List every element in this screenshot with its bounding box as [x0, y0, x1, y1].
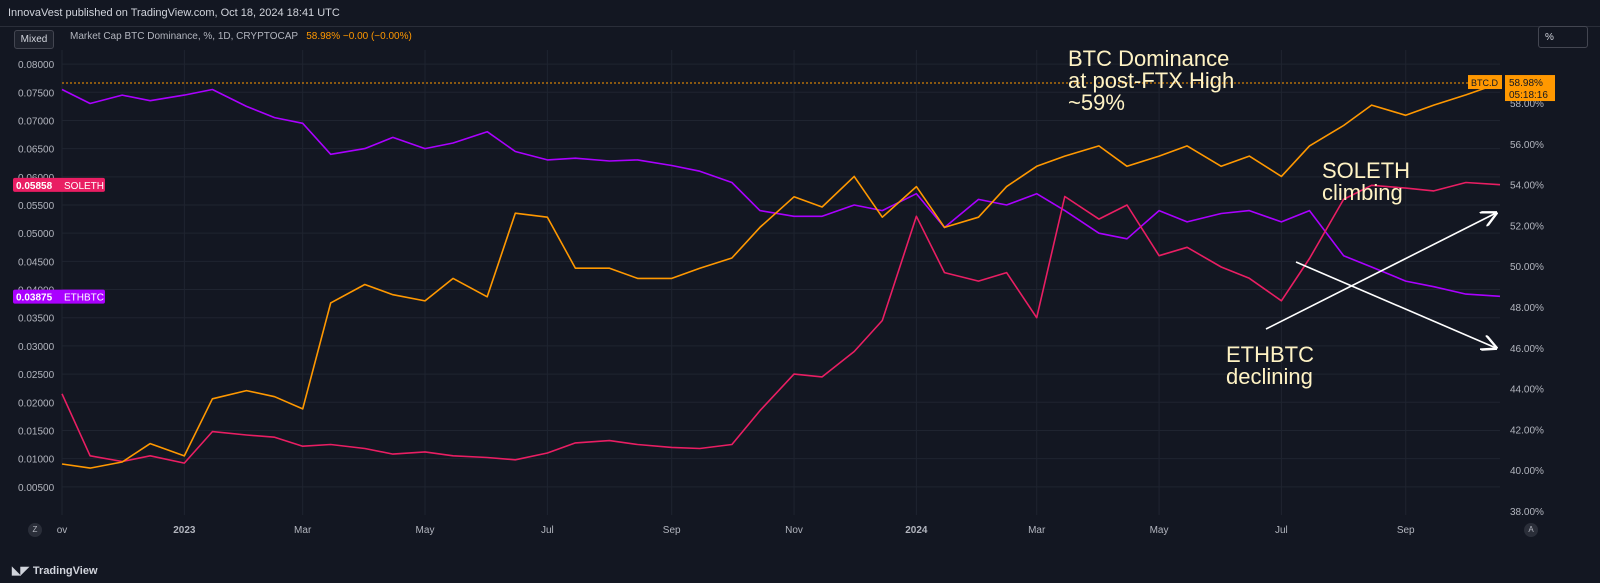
right-tick-label: 58.00% [1510, 99, 1544, 110]
left-tick-label: 0.04500 [18, 257, 55, 268]
annotation-text: ETHBTC declining [1226, 342, 1314, 389]
mixed-scale-button[interactable]: Mixed [14, 30, 54, 49]
left-tick-label: 0.07000 [18, 116, 55, 127]
badge-ethbtc [13, 289, 105, 304]
x-tick-label: 2023 [173, 525, 196, 536]
publish-header: InnovaVest published on TradingView.com,… [0, 0, 1600, 26]
brand-label: TradingView [32, 565, 98, 577]
price-badges: 0.03875 ETHBTC 0.05858 SOLETH BTC.D 58.98%05:… [13, 75, 1555, 304]
right-tick-label: 44.00% [1510, 385, 1544, 396]
auto-scale-toggle[interactable]: A [1524, 523, 1538, 537]
annotations: BTC Dominance at post-FTX High ~59% SOLETH c… [1068, 46, 1410, 389]
badge-btcd-value [1505, 75, 1555, 102]
series-line-btc-d [61, 82, 1501, 469]
badge-btcd-name [1468, 75, 1502, 90]
x-tick-label: May [1150, 525, 1169, 536]
x-tick-label: Sep [1397, 525, 1415, 536]
series-lines [61, 82, 1501, 469]
right-tick-label: 56.00% [1510, 140, 1544, 151]
right-tick-label: 40.00% [1510, 466, 1544, 477]
publish-line: InnovaVest published on TradingView.com,… [8, 7, 340, 19]
badge-soleth [13, 177, 105, 192]
left-tick-label: 0.02000 [18, 398, 55, 409]
x-tick-label: ov [57, 525, 68, 536]
x-tick-label: Mar [1028, 525, 1046, 536]
soleth-arrow [1265, 213, 1496, 330]
right-axis-ticks: 58.00% 56.00% 54.00% 52.00% 50.00% 48.00% 46.0… [1510, 99, 1544, 518]
right-tick-label: 42.00% [1510, 425, 1544, 436]
x-tick-label: May [416, 525, 435, 536]
footer-bar: ◣◤ TradingView [0, 558, 1600, 583]
badge-name-btcd: BTC.D [1471, 78, 1499, 88]
symbol-name: Market Cap BTC Dominance, %, 1D, CRYPTOC… [70, 31, 298, 42]
left-axis-ticks: 0.080000.075000.070000.065000.060000.055… [18, 60, 55, 494]
badge-name-ethbtc: ETHBTC [64, 293, 104, 304]
x-axis-ticks: ov 2023 Mar May Jul Sep Nov 2024 Mar May Jul Sep [57, 525, 1415, 536]
right-tick-label: 50.00% [1510, 262, 1544, 273]
tradingview-logo[interactable]: ◣◤ TradingView [12, 564, 98, 577]
left-tick-label: 0.03000 [18, 342, 55, 353]
right-tick-label: 54.00% [1510, 181, 1544, 192]
left-tick-label: 0.01000 [18, 455, 55, 466]
left-tick-label: 0.01500 [18, 426, 55, 437]
percent-scale-button[interactable]: % [1538, 26, 1588, 48]
series-line-soleth [61, 181, 1501, 464]
series-line-ethbtc [61, 88, 1501, 298]
left-tick-label: 0.03500 [18, 314, 55, 325]
x-tick-label: Jul [541, 525, 554, 536]
x-tick-label: Jul [1275, 525, 1288, 536]
right-tick-label: 52.00% [1510, 221, 1544, 232]
left-tick-label: 0.02500 [18, 370, 55, 381]
tradingview-icon: ◣◤ [12, 565, 29, 577]
right-tick-label: 48.00% [1510, 303, 1544, 314]
right-tick-label: 38.00% [1510, 507, 1544, 518]
left-tick-label: 0.05500 [18, 201, 55, 212]
symbol-legend: Market Cap BTC Dominance, %, 1D, CRYPTOC… [70, 31, 412, 42]
grid-lines [61, 50, 1500, 515]
badge-value-soleth: 0.05858 [16, 181, 53, 192]
annotation-text: SOLETH climbing [1322, 158, 1410, 205]
left-tick-label: 0.06500 [18, 145, 55, 156]
badge-name-soleth: SOLETH [64, 181, 104, 192]
annotation-text: BTC Dominance at post-FTX High ~59% [1068, 46, 1234, 115]
badge-value-ethbtc: 0.03875 [16, 293, 53, 304]
badge-value-btcd: 58.98% [1509, 78, 1543, 89]
left-tick-label: 0.00500 [18, 483, 55, 494]
symbol-value: 58.98% −0.00 (−0.00%) [306, 31, 412, 42]
x-tick-label: 2024 [905, 525, 928, 536]
x-tick-label: Mar [294, 525, 312, 536]
annotation-arrows [1265, 213, 1496, 348]
left-tick-label: 0.05000 [18, 229, 55, 240]
badge-countdown-btcd: 05:18:16 [1509, 90, 1548, 101]
x-tick-label: Nov [785, 525, 803, 536]
left-tick-label: 0.08000 [18, 60, 55, 71]
x-tick-label: Sep [663, 525, 681, 536]
left-scale-toggle[interactable]: Z [28, 523, 42, 537]
right-tick-label: 46.00% [1510, 344, 1544, 355]
left-tick-label: 0.07500 [18, 88, 55, 99]
ethbtc-arrow [1295, 261, 1496, 348]
